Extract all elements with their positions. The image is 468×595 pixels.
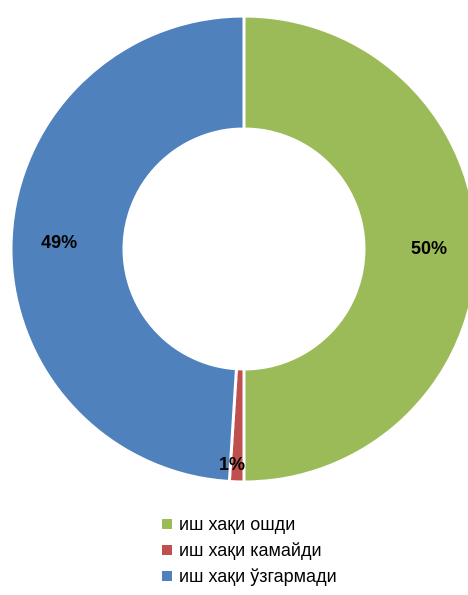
legend-item: иш хақи ошди [162, 511, 337, 537]
data-label: 1% [219, 454, 245, 474]
legend: иш хақи ошди иш хақи камайди иш хақи ўзг… [162, 511, 337, 589]
legend-item: иш хақи камайди [162, 537, 337, 563]
donut-slice [242, 14, 468, 484]
donut-slices [9, 14, 468, 484]
legend-swatch [162, 545, 172, 555]
legend-label: иш хақи ўзгармади [179, 565, 337, 586]
legend-label: иш хақи камайди [179, 539, 322, 560]
data-label: 50% [411, 238, 447, 258]
donut-slice [9, 14, 246, 484]
data-label: 49% [41, 232, 77, 252]
data-labels: 50% 1% 49% [41, 232, 447, 474]
legend-label: иш хақи ошди [179, 513, 296, 534]
legend-item: иш хақи ўзгармади [162, 563, 337, 589]
legend-swatch [162, 571, 172, 581]
legend-swatch [162, 519, 172, 529]
